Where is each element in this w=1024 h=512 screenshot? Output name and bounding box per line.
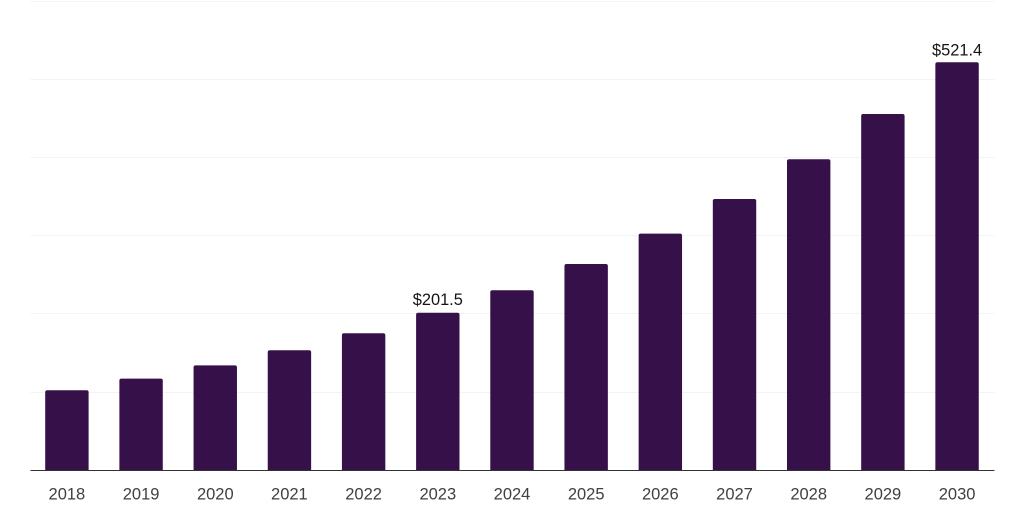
svg-text:2020: 2020	[197, 486, 234, 504]
svg-text:2028: 2028	[790, 486, 827, 504]
svg-text:2023: 2023	[419, 486, 456, 504]
svg-text:2021: 2021	[271, 486, 308, 504]
svg-text:2030: 2030	[939, 486, 976, 504]
svg-text:2019: 2019	[123, 486, 160, 504]
svg-text:2029: 2029	[865, 486, 902, 504]
svg-text:2025: 2025	[568, 486, 605, 504]
svg-text:2022: 2022	[345, 486, 382, 504]
svg-text:2026: 2026	[642, 486, 679, 504]
svg-text:2018: 2018	[49, 486, 86, 504]
svg-text:$201.5: $201.5	[413, 291, 463, 309]
svg-text:2024: 2024	[494, 486, 531, 504]
svg-text:$521.4: $521.4	[932, 42, 982, 60]
svg-text:2027: 2027	[716, 486, 753, 504]
